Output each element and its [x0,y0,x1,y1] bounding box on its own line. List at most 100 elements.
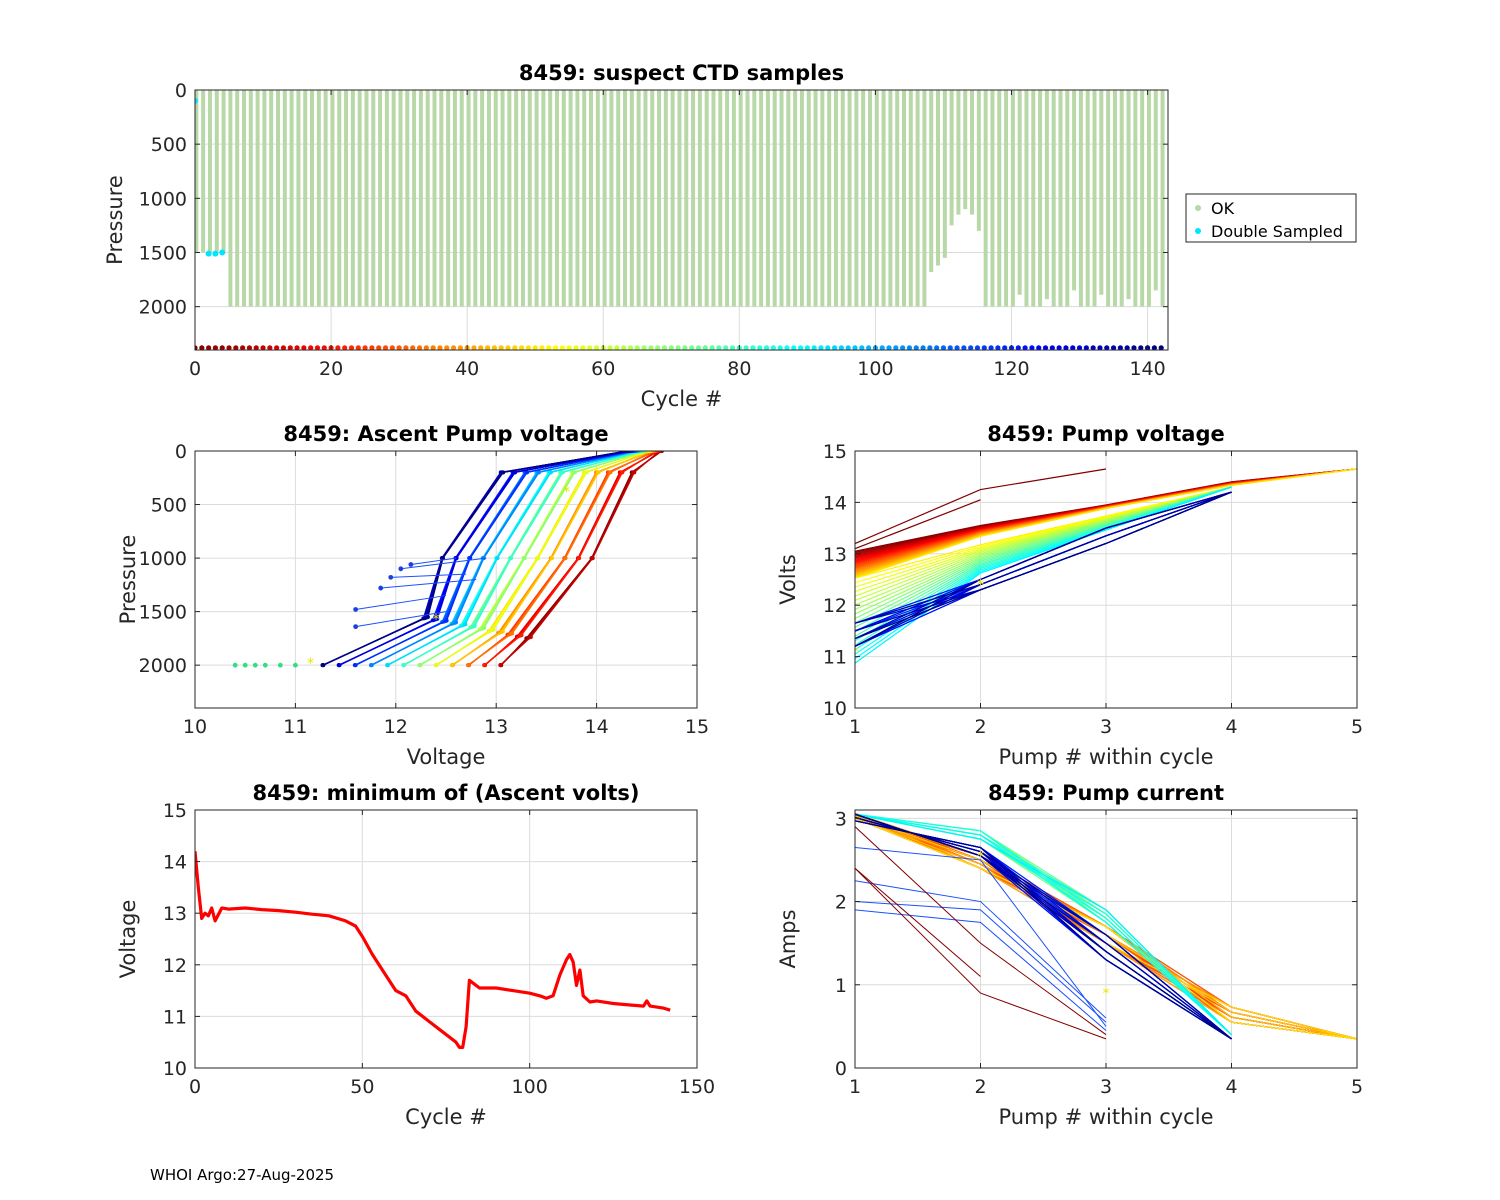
y-tick-label: 1500 [139,602,187,624]
ascent-point [513,470,518,475]
cycle-marker [450,345,457,350]
x-tick-label: 15 [685,716,709,738]
cycle-marker [457,345,463,350]
cycle-marker [382,345,389,350]
y-tick-label: 1500 [139,243,187,265]
cycle-marker [1138,345,1144,350]
cycle-marker [195,345,198,350]
legend-marker [1195,205,1201,211]
cycle-marker [1002,345,1008,350]
double-sampled-point [205,250,212,257]
plot-background [195,810,697,1068]
y-tick-label: 12 [823,595,847,617]
y-tick-label: 10 [823,698,847,720]
x-tick-label: 20 [319,358,343,380]
y-tick-label: 11 [163,1006,187,1028]
cycle-marker [1151,345,1157,350]
ascent-point [482,625,487,630]
cycle-marker [974,345,981,350]
cycle-marker [233,345,239,350]
ascent-point [525,470,530,475]
x-tick-label: 10 [183,716,207,738]
x-tick-label: 80 [727,358,751,380]
min-voltage-line [195,851,671,1049]
cycle-marker [280,345,287,350]
chart-title: 8459: minimum of (Ascent volts) [252,781,639,805]
ascent-point [408,562,414,567]
x-tick-label: 5 [1351,1076,1363,1098]
axes-frame [194,450,698,709]
ascent-point [522,556,527,561]
x-tick-label: 40 [455,358,479,380]
ascent-point [320,663,325,668]
cycle-marker [369,345,375,350]
cycle-marker [1110,345,1117,350]
ascent-point [293,662,298,668]
ascent-excursion-line [355,595,447,610]
y-axis-label: Volts [776,554,800,605]
ascent-point [369,663,374,668]
cycle-marker [410,345,416,350]
cycle-marker [253,345,259,350]
ascent-point [454,620,459,625]
legend-box [1185,193,1357,243]
cycle-marker [1104,345,1110,350]
pump-current-line [855,909,1107,1031]
ascent-point [232,662,238,668]
cycle-marker [1158,345,1164,350]
ascent-point [491,627,496,632]
cycle-marker [444,345,450,350]
cycle-marker [675,345,681,350]
cycle-marker [376,345,382,350]
pump-voltage-star-marker: * [852,644,859,660]
y-tick-label: 500 [151,495,187,517]
ascent-point [417,663,422,668]
cycle-marker [845,345,851,350]
ascent-point [277,662,283,668]
cycle-marker [995,345,1001,350]
y-tick-label: 13 [823,544,847,566]
x-tick-label: 100 [857,358,893,380]
y-tick-label: 14 [163,852,187,874]
cycle-marker [416,345,423,350]
cycle-marker [879,345,885,350]
cycle-marker [682,345,688,350]
cycle-marker [797,345,804,350]
x-tick-label: 140 [1129,358,1165,380]
cycle-marker [287,345,293,350]
cycle-marker [641,345,647,350]
cycle-marker [498,345,504,350]
cycle-marker [886,345,892,350]
cycle-marker [804,345,810,350]
cycle-marker [1056,345,1062,350]
cycle-marker [294,345,300,350]
ascent-point [472,624,477,629]
cycle-marker [403,345,409,350]
cycle-marker [525,345,532,350]
cycle-marker [777,345,783,350]
cycle-marker [348,345,355,350]
cycle-marker [212,345,219,350]
cycle-marker [968,345,974,350]
ascent-point [498,663,503,668]
ascent-excursion-line [400,557,487,570]
cycle-marker [437,345,443,350]
pump-current-line [855,846,1107,1027]
x-tick-label: 4 [1225,716,1237,738]
ascent-point [252,662,258,668]
ascent-point [336,663,341,668]
pump-current-star-marker: * [1103,986,1110,1002]
ascent-point [510,631,515,636]
cycle-marker [546,345,552,350]
cycle-marker [342,345,348,350]
ascent-point [352,663,357,668]
cycle-marker [1070,345,1076,350]
cycle-marker [308,345,314,350]
pump-voltage-line [855,491,1232,640]
ascent-point [536,556,541,561]
cycle-marker [791,345,797,350]
panel-minv: 0 50 100 150 10 11 12 13 14 15 8459: minimum of (A… [116,781,715,1129]
cycle-marker [1124,345,1130,350]
y-tick-label: 15 [823,441,847,463]
